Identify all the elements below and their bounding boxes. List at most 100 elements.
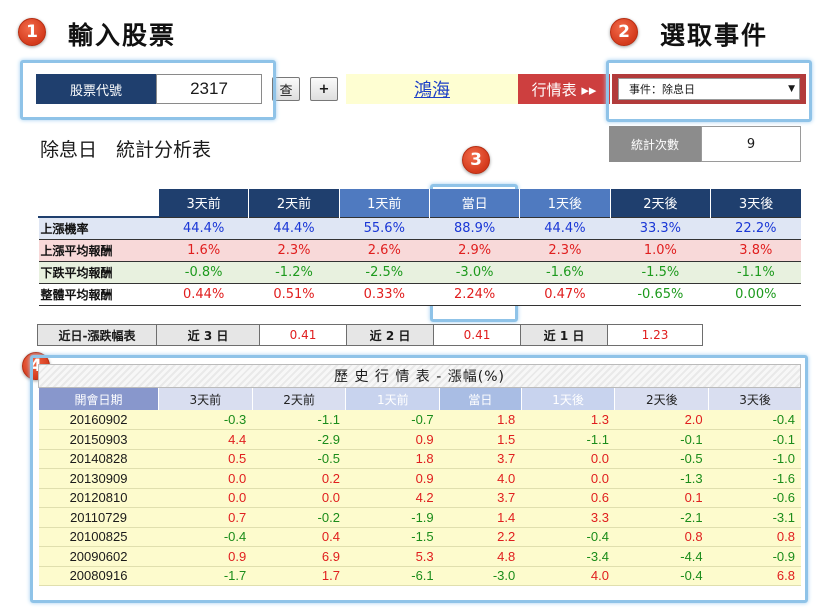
- stock-code-input[interactable]: 2317: [156, 74, 262, 104]
- history-cell: 0.9: [158, 546, 253, 567]
- add-button[interactable]: +: [310, 77, 338, 101]
- stats-cell: 2.9%: [458, 242, 492, 258]
- history-cell: 3.7: [439, 488, 522, 508]
- history-col-header: 1天前: [345, 388, 440, 410]
- stats-row-label: 上漲平均報酬: [40, 243, 113, 258]
- stats-cell: 44.4%: [273, 220, 315, 236]
- event-select[interactable]: 事件：除息日 ▼: [618, 78, 800, 100]
- history-row: 20100825 -0.4 0.4 -1.5 2.2 -0.4 0.8 0.8: [38, 527, 801, 547]
- stats-col-header: 3天後: [710, 189, 801, 217]
- stats-row-label: 下跌平均報酬: [40, 265, 113, 280]
- history-cell: -0.4: [614, 566, 709, 586]
- history-cell: -1.3: [614, 468, 709, 489]
- history-cell: 0.1: [614, 488, 709, 508]
- history-cell: 1.7: [252, 566, 346, 586]
- history-cell: -0.9: [708, 546, 801, 567]
- stats-cell: 1.6%: [187, 242, 221, 258]
- stats-cell: 88.9%: [453, 220, 496, 236]
- stats-row-label: 上漲機率: [40, 221, 89, 236]
- step-1-badge: 1: [18, 18, 46, 46]
- history-cell: -1.6: [708, 468, 801, 489]
- history-cell: 0.9: [345, 468, 440, 489]
- history-date: 20140828: [38, 449, 159, 469]
- history-date: 20160902: [38, 410, 159, 430]
- stats-cell: -1.1%: [736, 264, 775, 280]
- stats-cell: -3.0%: [455, 264, 494, 280]
- stats-cell: -1.2%: [275, 264, 313, 280]
- history-cell: 0.0: [158, 488, 253, 508]
- stats-cell: 2.3%: [277, 242, 311, 258]
- stats-cell: 0.00%: [735, 286, 777, 302]
- history-date-header: 開會日期: [38, 388, 159, 410]
- stats-col-header: 1天前: [338, 189, 430, 217]
- history-date: 20130909: [38, 468, 159, 489]
- history-cell: 4.2: [345, 488, 440, 508]
- step-3-badge: 3: [462, 146, 490, 174]
- history-cell: -6.1: [345, 566, 440, 586]
- history-cell: -4.4: [614, 546, 709, 567]
- recent-2d-label: 近 2 日: [346, 324, 434, 346]
- history-col-header: 當日: [439, 388, 522, 410]
- stats-cell: 1.0%: [643, 242, 677, 258]
- stats-cell: 0.51%: [273, 286, 315, 302]
- history-cell: 1.8: [439, 410, 522, 430]
- history-row: 20160902 -0.3 -1.1 -0.7 1.8 1.3 2.0 -0.4: [38, 410, 801, 430]
- stats-row: 下跌平均報酬 -0.8% -1.2% -2.5% -3.0% -1.6% -1.5% -1.1…: [38, 261, 801, 283]
- history-cell: 6.8: [708, 566, 801, 586]
- stats-cell: 2.6%: [367, 242, 401, 258]
- stats-row: 上漲機率 44.4% 44.4% 55.6% 88.9% 44.4% 33.3% 22.2%: [38, 217, 801, 239]
- history-cell: 4.4: [158, 429, 253, 450]
- query-button[interactable]: 查: [272, 77, 300, 101]
- history-cell: -0.1: [708, 429, 801, 450]
- dropdown-arrow-icon: ▼: [788, 84, 795, 94]
- recent-3d-value: 0.41: [259, 324, 347, 346]
- stats-cell: 3.8%: [739, 242, 773, 258]
- history-row: 20090602 0.9 6.9 5.3 4.8 -3.4 -4.4 -0.9: [38, 546, 801, 567]
- history-cell: 0.5: [158, 449, 253, 469]
- market-table-button[interactable]: 行情表 ▸▸: [518, 74, 610, 104]
- history-cell: 4.0: [439, 468, 522, 489]
- history-cell: 0.8: [708, 527, 801, 547]
- history-cell: 1.3: [521, 410, 615, 430]
- history-cell: 0.8: [614, 527, 709, 547]
- history-cell: -0.5: [252, 449, 346, 469]
- stats-cell: 44.4%: [183, 220, 225, 236]
- history-cell: 0.4: [252, 527, 346, 547]
- stats-row-label: 整體平均報酬: [40, 287, 113, 302]
- history-cell: -0.4: [521, 527, 615, 547]
- count-value: 9: [701, 126, 801, 162]
- history-cell: 1.4: [439, 507, 522, 528]
- count-label: 統計次數: [609, 126, 701, 162]
- history-row: 20130909 0.0 0.2 0.9 4.0 0.0 -1.3 -1.6: [38, 468, 801, 489]
- history-cell: -0.4: [158, 527, 253, 547]
- history-cell: -1.1: [521, 429, 615, 450]
- history-cell: -1.1: [252, 410, 346, 430]
- history-col-header: 1天後: [520, 388, 615, 410]
- recent-1d-label: 近 1 日: [520, 324, 608, 346]
- stock-code-label: 股票代號: [36, 74, 156, 104]
- event-select-wrapper: 事件：除息日 ▼: [612, 74, 806, 104]
- step-2-title: 選取事件: [660, 21, 769, 50]
- stock-name-link[interactable]: 鴻海: [346, 74, 518, 104]
- history-date: 20110729: [38, 507, 159, 528]
- step-2-badge: 2: [610, 18, 638, 46]
- history-cell: -1.9: [345, 507, 440, 528]
- stock-input-bar: 股票代號 2317 查 +: [36, 73, 338, 105]
- history-cell: 1.5: [439, 429, 522, 450]
- history-cell: -3.0: [439, 566, 522, 586]
- stats-cell: -1.6%: [546, 264, 584, 280]
- stats-cell: 44.4%: [544, 220, 586, 236]
- history-cell: -0.1: [614, 429, 709, 450]
- history-cell: 0.0: [252, 488, 346, 508]
- history-date: 20120810: [38, 488, 159, 508]
- stats-cell: 0.44%: [183, 286, 225, 302]
- history-cell: 3.3: [521, 507, 615, 528]
- recent-1d-value: 1.23: [607, 324, 703, 346]
- stats-col-header: 2天前: [248, 189, 340, 217]
- history-cell: -2.9: [252, 429, 346, 450]
- stats-cell: 22.2%: [735, 220, 777, 236]
- stats-cell: 2.24%: [453, 286, 496, 302]
- step-1-title: 輸入股票: [68, 21, 177, 50]
- history-cell: -0.6: [708, 488, 801, 508]
- stats-cell: 2.3%: [548, 242, 582, 258]
